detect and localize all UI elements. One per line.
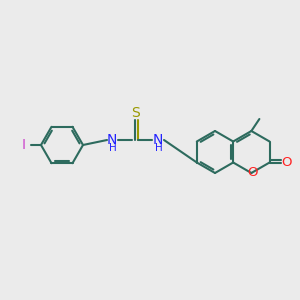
Text: N: N	[153, 133, 163, 147]
Text: I: I	[22, 138, 26, 152]
Text: H: H	[109, 143, 117, 153]
Text: O: O	[281, 156, 292, 169]
Text: S: S	[130, 106, 140, 120]
Text: O: O	[247, 167, 258, 179]
Text: N: N	[107, 133, 117, 147]
Text: H: H	[155, 143, 163, 153]
